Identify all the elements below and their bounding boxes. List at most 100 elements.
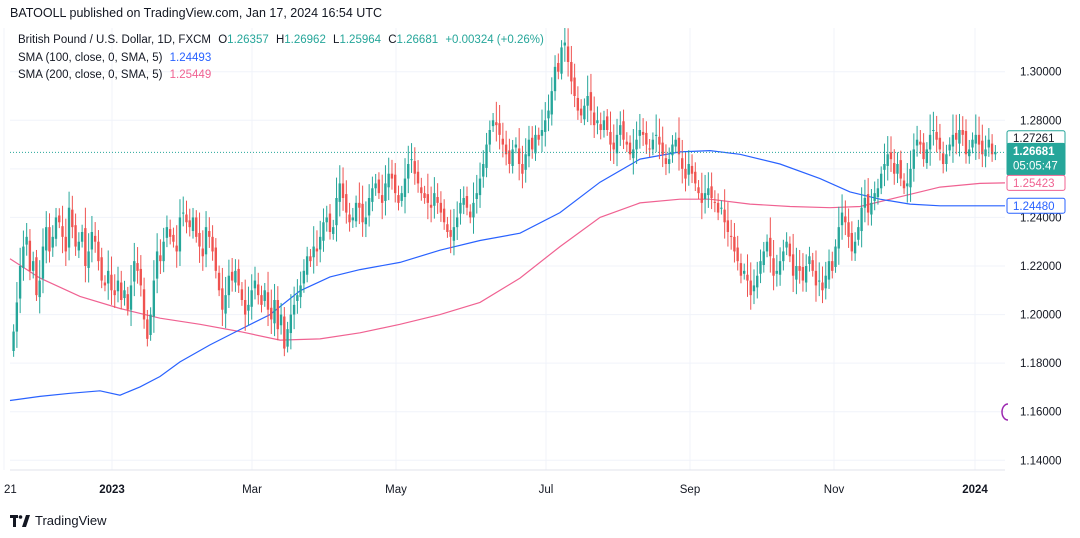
candle[interactable]	[84, 207, 87, 283]
candle[interactable]	[932, 111, 935, 146]
candle[interactable]	[211, 225, 214, 261]
candle[interactable]	[367, 184, 371, 227]
price-tag-sma100[interactable]: 1.24480	[1006, 197, 1066, 214]
candle[interactable]	[371, 176, 374, 212]
candle[interactable]	[752, 269, 756, 305]
candle[interactable]	[808, 246, 811, 272]
candle[interactable]	[354, 195, 358, 228]
candle[interactable]	[716, 193, 720, 221]
candle[interactable]	[168, 219, 172, 245]
tradingview-footer[interactable]: TradingView	[10, 513, 107, 528]
candle[interactable]	[182, 196, 185, 227]
candle[interactable]	[919, 130, 922, 154]
candle[interactable]	[407, 145, 410, 194]
candle[interactable]	[139, 255, 142, 297]
candle[interactable]	[469, 204, 472, 224]
candle[interactable]	[873, 181, 876, 211]
candle[interactable]	[31, 251, 35, 279]
candle[interactable]	[240, 282, 244, 306]
candle[interactable]	[788, 236, 792, 263]
candle[interactable]	[237, 259, 240, 294]
candle[interactable]	[586, 75, 589, 123]
candle[interactable]	[325, 205, 328, 232]
candle[interactable]	[64, 218, 67, 266]
candle[interactable]	[390, 159, 394, 190]
chart-canvas[interactable]: 1.14000 1.16000 1.18000 1.20000 1.22000 1.240…	[0, 22, 1080, 508]
candle[interactable]	[198, 212, 201, 263]
candle[interactable]	[570, 45, 573, 95]
candle[interactable]	[645, 121, 648, 154]
candle[interactable]	[116, 266, 120, 303]
candle[interactable]	[15, 282, 19, 348]
candle[interactable]	[374, 173, 377, 196]
candle[interactable]	[804, 254, 808, 292]
candle[interactable]	[195, 210, 198, 243]
candle[interactable]	[120, 270, 123, 310]
candle[interactable]	[410, 143, 413, 173]
price-tag-close[interactable]: 1.26681 05:05:47	[1006, 142, 1066, 176]
candle[interactable]	[227, 259, 231, 308]
candle[interactable]	[455, 201, 459, 240]
candle[interactable]	[426, 173, 429, 220]
price-chart[interactable]: 1.14000 1.16000 1.18000 1.20000 1.22000 1.240…	[0, 22, 1080, 508]
candle[interactable]	[707, 172, 710, 208]
candle[interactable]	[778, 247, 782, 286]
candle[interactable]	[279, 302, 283, 335]
candle[interactable]	[863, 179, 867, 223]
candle[interactable]	[729, 219, 733, 250]
candle[interactable]	[619, 111, 622, 146]
candle[interactable]	[746, 254, 749, 297]
candle[interactable]	[217, 265, 221, 297]
candle[interactable]	[765, 234, 769, 258]
candle[interactable]	[420, 177, 423, 201]
candle[interactable]	[204, 211, 208, 268]
candle[interactable]	[674, 132, 677, 153]
candle[interactable]	[260, 285, 263, 313]
candle[interactable]	[400, 185, 403, 207]
candle[interactable]	[45, 211, 48, 264]
candle[interactable]	[847, 208, 850, 248]
candle[interactable]	[690, 154, 694, 184]
candle[interactable]	[961, 116, 964, 146]
candle[interactable]	[648, 138, 651, 158]
candle[interactable]	[364, 201, 368, 238]
candle[interactable]	[990, 134, 994, 162]
candle[interactable]	[606, 109, 609, 136]
candle[interactable]	[289, 294, 292, 350]
candle[interactable]	[547, 94, 550, 132]
candle[interactable]	[133, 242, 136, 297]
candle[interactable]	[759, 249, 762, 284]
candle[interactable]	[110, 256, 113, 305]
candle[interactable]	[185, 200, 188, 234]
candle[interactable]	[860, 187, 863, 248]
candle[interactable]	[459, 189, 462, 225]
sma100-line[interactable]	[9, 149, 1005, 402]
candle[interactable]	[309, 249, 312, 267]
candle[interactable]	[687, 150, 690, 186]
candle[interactable]	[566, 28, 570, 77]
candle[interactable]	[276, 286, 279, 341]
candle[interactable]	[100, 247, 103, 289]
candle[interactable]	[283, 307, 286, 357]
candle[interactable]	[658, 118, 661, 160]
candle[interactable]	[351, 207, 354, 228]
candle[interactable]	[909, 150, 912, 202]
sma200-line[interactable]	[9, 182, 1006, 341]
candle[interactable]	[35, 249, 38, 301]
candle[interactable]	[948, 137, 951, 157]
candle[interactable]	[635, 121, 638, 165]
candle[interactable]	[87, 233, 90, 283]
candle[interactable]	[90, 215, 94, 263]
candle[interactable]	[433, 177, 436, 219]
candle[interactable]	[700, 172, 703, 220]
candle[interactable]	[769, 217, 772, 273]
candle[interactable]	[883, 143, 886, 187]
candle[interactable]	[772, 240, 775, 291]
candle[interactable]	[850, 221, 853, 261]
drawing-marker-icon[interactable]	[1001, 403, 1009, 421]
candle[interactable]	[54, 207, 58, 247]
candle[interactable]	[723, 189, 726, 239]
candle[interactable]	[328, 204, 332, 240]
candle[interactable]	[188, 208, 191, 237]
candle[interactable]	[641, 118, 645, 146]
